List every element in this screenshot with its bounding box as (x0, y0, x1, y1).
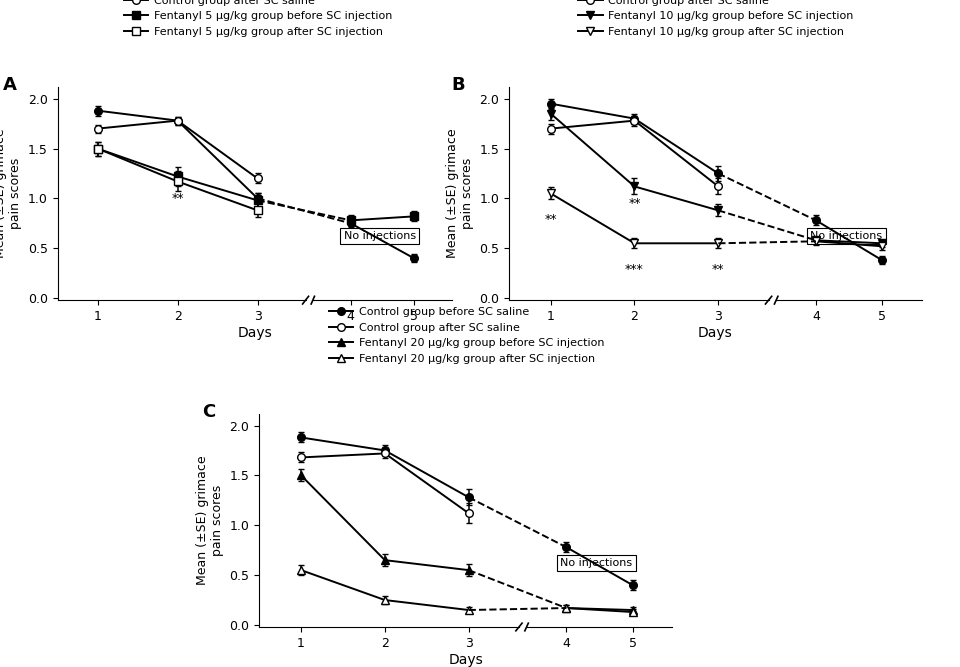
Text: A: A (3, 76, 17, 94)
Text: **: ** (628, 197, 640, 210)
Y-axis label: Mean (±SE) grimace
pain scores: Mean (±SE) grimace pain scores (0, 129, 22, 258)
Y-axis label: Mean (±SE) grimace
pain scores: Mean (±SE) grimace pain scores (445, 129, 473, 258)
Text: Days: Days (698, 326, 732, 340)
Legend: Control group before SC saline, Control group after SC saline, Fentanyl 5 μg/kg : Control group before SC saline, Control … (120, 0, 396, 41)
Y-axis label: Mean (±SE) grimace
pain scores: Mean (±SE) grimace pain scores (196, 456, 224, 585)
Text: **: ** (544, 213, 557, 226)
Text: No injections: No injections (561, 558, 633, 568)
Text: **: ** (171, 192, 183, 205)
Legend: Control group before SC saline, Control group after SC saline, Fentanyl 20 μg/kg: Control group before SC saline, Control … (324, 303, 609, 368)
Text: No injections: No injections (810, 231, 882, 241)
Text: ***: *** (625, 263, 644, 276)
Text: No injections: No injections (344, 231, 416, 241)
Text: C: C (202, 403, 215, 421)
Text: Days: Days (448, 653, 483, 666)
Text: **: ** (712, 263, 725, 276)
Text: B: B (451, 76, 466, 94)
Legend: Control group before SC saline, Control group after SC saline, Fentanyl 10 μg/kg: Control group before SC saline, Control … (574, 0, 858, 41)
Text: Days: Days (237, 326, 272, 340)
